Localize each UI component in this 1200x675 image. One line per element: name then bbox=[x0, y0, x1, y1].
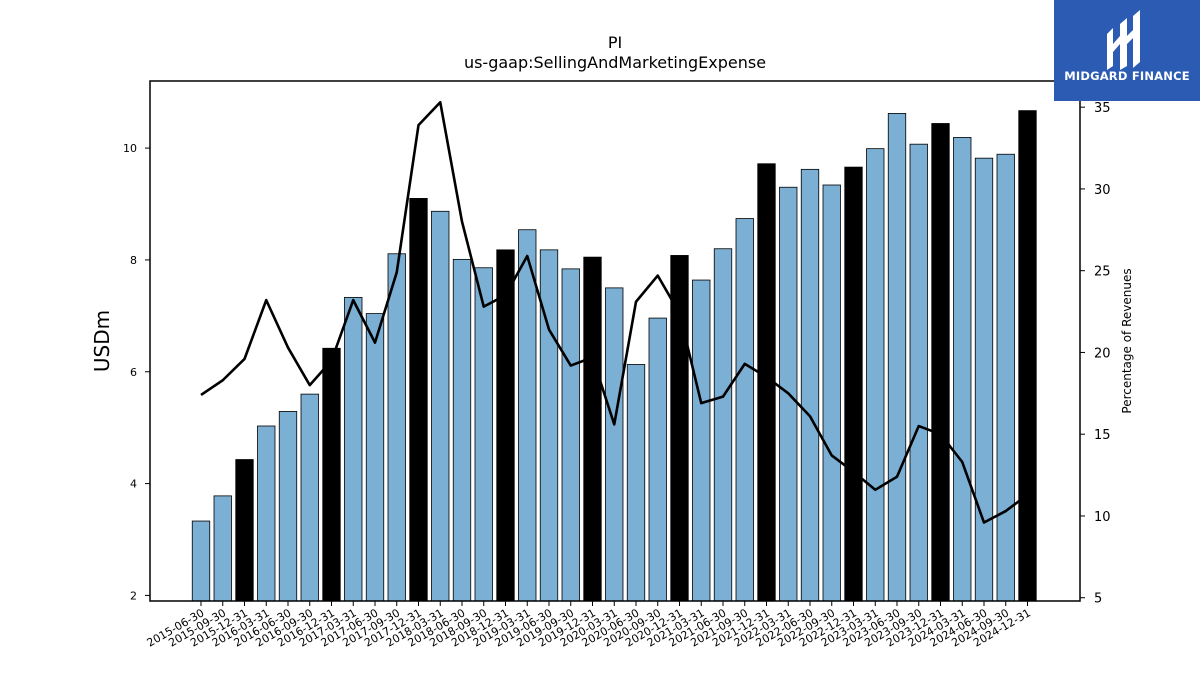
y-tick-label: 10 bbox=[123, 142, 137, 155]
y-axis-left: 2 4 6 8 10 bbox=[123, 142, 150, 602]
bar-2017-12-31 bbox=[409, 198, 428, 602]
y2-tick-label: 10 bbox=[1094, 510, 1111, 525]
bar-2022-09-30 bbox=[822, 184, 841, 602]
bar-2016-06-30 bbox=[278, 411, 298, 602]
bar-2023-09-30 bbox=[909, 143, 928, 602]
chart-title: PI bbox=[608, 33, 622, 52]
y2-tick-label: 5 bbox=[1094, 592, 1102, 607]
bar-2024-03-31 bbox=[953, 137, 972, 602]
y-axis-label: USDm bbox=[90, 310, 114, 372]
bar-2015-06-30 bbox=[191, 520, 211, 602]
bar-2020-09-30 bbox=[648, 317, 667, 602]
bar-2023-12-31 bbox=[931, 123, 950, 602]
bar-2019-12-31 bbox=[583, 256, 602, 602]
bar-2018-09-30 bbox=[474, 267, 493, 602]
y2-axis-label: Percentage of Revenues bbox=[1120, 268, 1134, 413]
percentage-line bbox=[200, 100, 1029, 524]
y2-tick-label: 25 bbox=[1094, 265, 1111, 280]
bar-2019-09-30 bbox=[561, 268, 580, 602]
bar-2022-12-31 bbox=[844, 166, 863, 602]
bar-2015-12-31 bbox=[235, 459, 254, 602]
y-tick-label: 8 bbox=[130, 254, 137, 267]
bar-2018-06-30 bbox=[452, 258, 472, 602]
bar-2021-06-30 bbox=[713, 248, 733, 602]
bar-2019-03-31 bbox=[518, 229, 537, 602]
y2-tick-label: 15 bbox=[1094, 428, 1111, 443]
plot-frame bbox=[149, 80, 1081, 602]
y-axis-right: 5 10 15 20 25 30 35 bbox=[1080, 101, 1111, 607]
bar-2024-09-30 bbox=[996, 153, 1015, 602]
bar-2020-06-30 bbox=[626, 364, 646, 602]
y2-tick-label: 30 bbox=[1094, 183, 1111, 198]
midgard-logo: MIDGARD FINANCE bbox=[1054, 0, 1200, 101]
logo-mark-icon bbox=[1107, 10, 1140, 70]
bar-2021-09-30 bbox=[735, 218, 754, 602]
bar-2018-12-31 bbox=[496, 249, 515, 602]
y-tick-label: 4 bbox=[130, 478, 137, 491]
bar-2017-03-31 bbox=[344, 296, 363, 602]
bar-2023-03-31 bbox=[866, 148, 885, 602]
bar-2024-12-31 bbox=[1018, 110, 1037, 602]
bar-2024-06-30 bbox=[974, 157, 994, 602]
bar-2022-06-30 bbox=[800, 168, 820, 602]
bar-2020-03-31 bbox=[605, 287, 624, 602]
logo-text: MIDGARD FINANCE bbox=[1064, 69, 1190, 83]
x-axis: 2015-06-302015-09-302015-12-312016-03-31… bbox=[145, 601, 1033, 650]
bar-2016-09-30 bbox=[300, 393, 319, 602]
y2-tick-label: 35 bbox=[1094, 101, 1111, 116]
bar-2018-03-31 bbox=[431, 210, 450, 602]
bar-2020-12-31 bbox=[670, 255, 689, 602]
bar-2016-03-31 bbox=[257, 425, 276, 602]
bar-2016-12-31 bbox=[322, 347, 341, 602]
bar-2015-09-30 bbox=[213, 495, 232, 602]
y2-tick-label: 20 bbox=[1094, 346, 1111, 361]
bars-group bbox=[191, 110, 1037, 602]
bar-2023-06-30 bbox=[887, 113, 907, 602]
y-tick-label: 6 bbox=[130, 366, 137, 379]
bar-2017-06-30 bbox=[365, 313, 385, 602]
chart-subtitle: us-gaap:SellingAndMarketingExpense bbox=[464, 53, 766, 72]
bar-2021-03-31 bbox=[692, 279, 711, 602]
bar-2019-06-30 bbox=[539, 249, 559, 602]
bar-2017-09-30 bbox=[387, 253, 406, 602]
y-tick-label: 2 bbox=[130, 589, 137, 602]
